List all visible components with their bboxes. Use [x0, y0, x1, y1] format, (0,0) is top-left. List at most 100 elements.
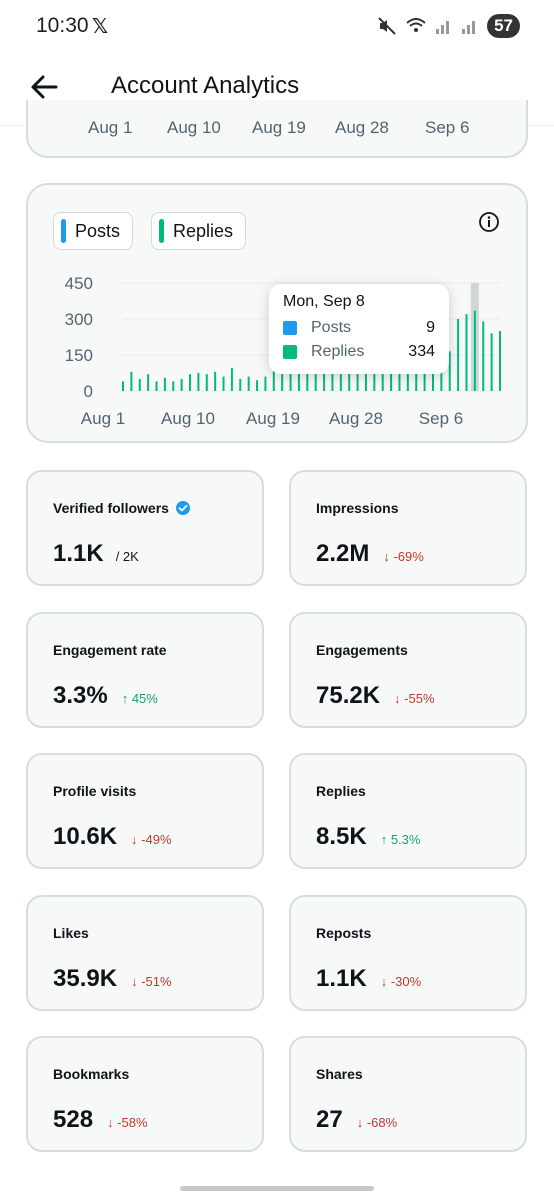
replies-bar[interactable] [147, 374, 150, 391]
replies-bar[interactable] [256, 380, 259, 391]
metric-card-engagement-rate[interactable]: Engagement rate 3.3% ↑ 45% [26, 612, 264, 728]
metric-card-likes[interactable]: Likes 35.9K ↓ -51% [26, 895, 264, 1011]
replies-bar[interactable] [264, 376, 267, 391]
legend-posts-toggle[interactable]: Posts [53, 212, 134, 250]
replies-bar[interactable] [323, 359, 326, 391]
replies-bar[interactable] [163, 377, 166, 391]
metric-label: Bookmarks [53, 1066, 129, 1082]
y-tick-label: 450 [65, 274, 93, 293]
replies-bar[interactable] [197, 373, 200, 391]
x-tick-label: Sep 6 [419, 409, 463, 428]
tooltip-posts-row: Posts 9 [283, 318, 435, 338]
metric-label-text: Reposts [316, 925, 372, 941]
top-axis-label: Sep 6 [425, 118, 470, 137]
metric-value-row: 1.1K ↓ -30% [316, 965, 421, 993]
metric-value: 8.5K [316, 823, 367, 850]
metric-value-row: 8.5K ↑ 5.3% [316, 823, 420, 851]
x-tick-label: Aug 19 [246, 409, 300, 428]
metric-value-row: 35.9K ↓ -51% [53, 965, 172, 993]
metric-label: Impressions [316, 500, 398, 516]
replies-bar[interactable] [239, 379, 242, 391]
metric-card-replies[interactable]: Replies 8.5K ↑ 5.3% [289, 753, 527, 869]
replies-bar[interactable] [122, 381, 124, 391]
metric-label-text: Profile visits [53, 783, 137, 799]
tooltip-replies-value: 334 [408, 343, 435, 360]
metric-card-shares[interactable]: Shares 27 ↓ -68% [289, 1036, 527, 1152]
metric-value: 1.1K [316, 965, 367, 992]
metric-card-verified-followers[interactable]: Verified followers 1.1K / 2K [26, 470, 264, 586]
metric-value: 3.3% [53, 682, 108, 709]
metric-sub-value: / 2K [115, 549, 139, 564]
replies-bar[interactable] [482, 321, 485, 391]
replies-bar[interactable] [230, 368, 233, 391]
metric-change: ↓ -68% [356, 1115, 398, 1130]
metric-label: Replies [316, 783, 366, 799]
top-axis-label: Aug 10 [167, 118, 221, 137]
metric-label: Verified followers [53, 500, 191, 516]
replies-bar[interactable] [473, 310, 476, 391]
activity-chart-card: Posts Replies 450 300 150 0 Aug 1 Aug 10 Aug 1… [26, 183, 528, 443]
metric-label-text: Shares [316, 1066, 363, 1082]
metric-value-row: 3.3% ↑ 45% [53, 682, 158, 710]
metric-value: 27 [316, 1106, 343, 1133]
metric-change: ↑ 45% [121, 691, 158, 706]
chart-tooltip: Mon, Sep 8 Posts 9 Replies 334 [269, 284, 449, 374]
metric-card-impressions[interactable]: Impressions 2.2M ↓ -69% [289, 470, 527, 586]
replies-bar[interactable] [457, 319, 460, 391]
replies-bar[interactable] [222, 376, 225, 391]
tooltip-posts-label: Posts [311, 319, 352, 336]
mute-icon [378, 17, 396, 35]
replies-bar[interactable] [172, 381, 175, 391]
replies-bar[interactable] [348, 357, 351, 391]
replies-bar[interactable] [465, 314, 468, 391]
metric-value: 75.2K [316, 682, 381, 709]
replies-bar[interactable] [499, 331, 501, 391]
legend-replies-toggle[interactable]: Replies [151, 212, 247, 250]
metric-value-row: 27 ↓ -68% [316, 1106, 397, 1134]
replies-bar[interactable] [289, 362, 292, 391]
info-icon[interactable] [478, 211, 500, 233]
metric-label-text: Likes [53, 925, 89, 941]
x-logo-icon: 𝕏 [92, 16, 109, 38]
replies-bar[interactable] [138, 379, 141, 391]
replies-bar[interactable] [214, 371, 217, 391]
replies-bar[interactable] [490, 333, 493, 391]
replies-bar[interactable] [448, 351, 451, 391]
replies-bar[interactable] [281, 364, 284, 391]
replies-bar[interactable] [155, 381, 158, 391]
replies-bar[interactable] [314, 362, 317, 391]
metric-card-reposts[interactable]: Reposts 1.1K ↓ -30% [289, 895, 527, 1011]
metric-value: 528 [53, 1106, 94, 1133]
metric-label: Reposts [316, 925, 371, 941]
y-tick-label: 150 [65, 346, 93, 365]
wifi-icon [406, 18, 426, 32]
posts-color-swatch [61, 219, 66, 243]
metric-card-engagements[interactable]: Engagements 75.2K ↓ -55% [289, 612, 527, 728]
replies-bar[interactable] [306, 367, 309, 391]
posts-color-swatch [283, 321, 297, 335]
home-indicator[interactable] [180, 1186, 374, 1191]
replies-bar[interactable] [180, 379, 183, 391]
status-icons: 57 [377, 14, 520, 38]
replies-bar[interactable] [205, 374, 208, 391]
top-axis-label: Aug 1 [88, 118, 133, 137]
metric-label: Profile visits [53, 783, 136, 799]
legend-posts-label: Posts [75, 220, 121, 241]
replies-bar[interactable] [247, 376, 250, 391]
metric-change: ↑ 5.3% [380, 832, 421, 847]
metric-card-profile-visits[interactable]: Profile visits 10.6K ↓ -49% [26, 753, 264, 869]
metric-card-bookmarks[interactable]: Bookmarks 528 ↓ -58% [26, 1036, 264, 1152]
metric-label: Shares [316, 1066, 363, 1082]
metric-label-text: Engagement rate [53, 642, 167, 658]
replies-bar[interactable] [130, 371, 133, 391]
replies-bar[interactable] [189, 374, 192, 391]
metric-change: ↓ -49% [131, 832, 172, 847]
x-tick-label: Aug 10 [161, 409, 215, 428]
replies-color-swatch [283, 345, 297, 359]
x-tick-label: Aug 28 [329, 409, 383, 428]
replies-bar[interactable] [272, 369, 275, 391]
signal-icon-2 [462, 21, 476, 34]
tooltip-posts-value: 9 [426, 319, 435, 336]
metric-label-text: Bookmarks [53, 1066, 130, 1082]
arrow-left-icon[interactable] [28, 70, 62, 104]
